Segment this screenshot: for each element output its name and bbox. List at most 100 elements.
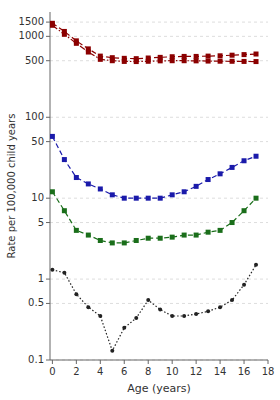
- marker: [122, 196, 127, 201]
- marker: [74, 228, 79, 233]
- marker: [158, 196, 163, 201]
- tick-label: 4: [97, 366, 103, 377]
- tick: [46, 303, 50, 304]
- marker: [206, 309, 210, 313]
- series: [50, 134, 259, 201]
- axis-line: [50, 360, 268, 361]
- tick: [46, 60, 50, 61]
- marker: [194, 184, 199, 189]
- tick-label: 1: [38, 273, 44, 284]
- marker: [62, 157, 67, 162]
- marker: [206, 59, 211, 64]
- marker: [218, 305, 222, 309]
- line: [52, 265, 256, 351]
- marker: [206, 54, 211, 59]
- tick-label: 10: [166, 366, 179, 377]
- grid-line: [50, 303, 268, 304]
- marker: [98, 186, 103, 191]
- marker: [242, 59, 247, 64]
- marker: [74, 292, 78, 296]
- chart: 0.10.51510501005001000150002468101214161…: [0, 0, 280, 400]
- tick: [124, 360, 125, 364]
- marker: [254, 59, 259, 64]
- marker: [134, 238, 139, 243]
- marker: [242, 158, 247, 163]
- tick-label: 2: [73, 366, 79, 377]
- marker: [194, 58, 199, 63]
- y-axis-label: Rate per 100,000 child years: [6, 114, 17, 259]
- marker: [194, 312, 198, 316]
- marker: [230, 53, 235, 58]
- marker: [110, 349, 114, 353]
- marker: [86, 50, 91, 55]
- marker: [218, 171, 223, 176]
- marker: [50, 134, 55, 139]
- tick: [220, 360, 221, 364]
- marker: [182, 189, 187, 194]
- tick: [196, 360, 197, 364]
- tick-label: 0: [49, 366, 55, 377]
- marker: [230, 298, 234, 302]
- marker: [254, 52, 259, 57]
- series: [50, 21, 259, 61]
- marker: [254, 154, 259, 159]
- marker: [86, 233, 91, 238]
- tick: [148, 360, 149, 364]
- grid-line: [50, 279, 268, 280]
- grid-line: [50, 360, 268, 361]
- tick: [46, 22, 50, 23]
- marker: [98, 238, 103, 243]
- tick-label: 5: [38, 217, 44, 228]
- marker: [182, 314, 186, 318]
- grid-line: [50, 222, 268, 223]
- marker: [218, 59, 223, 64]
- marker: [170, 314, 174, 318]
- tick: [46, 36, 50, 37]
- axis-line: [50, 12, 51, 360]
- tick: [46, 279, 50, 280]
- tick-label: 10: [31, 192, 44, 203]
- x-axis-label: Age (years): [127, 382, 191, 395]
- marker: [206, 230, 211, 235]
- tick: [100, 360, 101, 364]
- grid-line: [50, 141, 268, 142]
- marker: [158, 58, 163, 63]
- plot-area: [50, 21, 259, 353]
- marker: [86, 181, 91, 186]
- tick-label: 100: [25, 111, 44, 122]
- grid-line: [50, 117, 268, 118]
- marker: [50, 268, 54, 272]
- tick-label: 8: [145, 366, 151, 377]
- marker: [230, 220, 235, 225]
- marker: [146, 298, 150, 302]
- marker: [158, 236, 163, 241]
- marker: [110, 240, 115, 245]
- marker: [242, 283, 246, 287]
- y-axis: 0.10.515105010050010001500: [19, 12, 50, 365]
- marker: [62, 271, 66, 275]
- marker: [74, 175, 79, 180]
- marker: [182, 233, 187, 238]
- marker: [146, 196, 151, 201]
- tick: [46, 117, 50, 118]
- marker: [146, 236, 151, 241]
- tick-label: 1000: [19, 30, 44, 41]
- marker: [122, 59, 127, 64]
- tick: [76, 360, 77, 364]
- marker: [182, 54, 187, 59]
- marker: [86, 305, 90, 309]
- marker: [206, 177, 211, 182]
- marker: [62, 32, 67, 37]
- marker: [182, 58, 187, 63]
- tick: [46, 360, 50, 361]
- marker: [242, 52, 247, 57]
- tick: [172, 360, 173, 364]
- series: [50, 263, 258, 353]
- marker: [218, 228, 223, 233]
- tick-label: 0.1: [28, 354, 44, 365]
- series: [50, 189, 259, 245]
- tick: [52, 360, 53, 364]
- tick: [268, 360, 269, 364]
- line: [52, 23, 256, 58]
- marker: [98, 314, 102, 318]
